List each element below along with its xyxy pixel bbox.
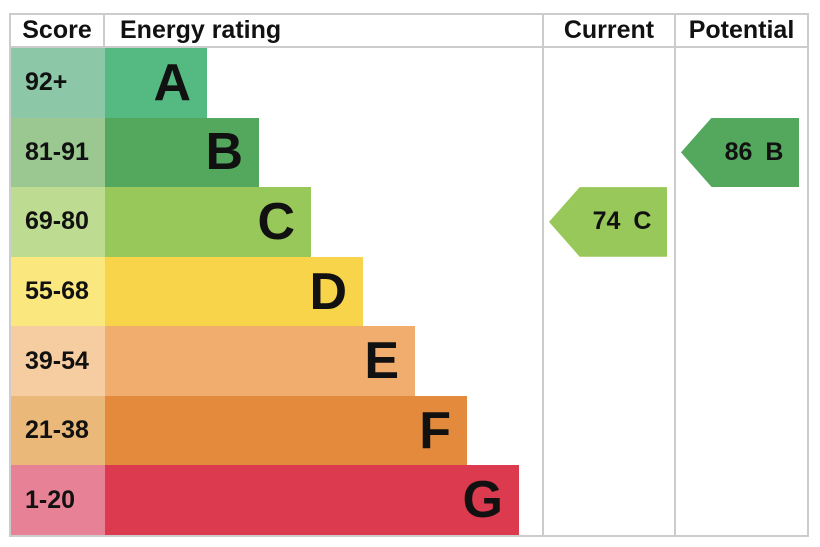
bands-area: 92+ A 81-91 B 69-80 C 55-68 D 39-54 E 21… bbox=[11, 48, 542, 536]
header-current: Current bbox=[542, 15, 674, 46]
chart-body: 92+ A 81-91 B 69-80 C 55-68 D 39-54 E 21… bbox=[11, 48, 807, 536]
rating-bar: A bbox=[105, 48, 207, 118]
score-range-cell: 39-54 bbox=[11, 326, 105, 396]
current-rating-value: 74 bbox=[592, 207, 621, 236]
header-current-label: Current bbox=[563, 16, 655, 44]
header-score-label: Score bbox=[22, 16, 92, 44]
rating-bar: F bbox=[105, 395, 467, 466]
rating-bar: B bbox=[105, 117, 259, 188]
rating-bar: D bbox=[105, 256, 363, 327]
band-row: 92+ A bbox=[11, 48, 542, 118]
score-range-cell: 69-80 bbox=[11, 187, 105, 257]
rating-letter: B bbox=[205, 123, 243, 182]
band-row: 1-20 G bbox=[11, 465, 542, 536]
current-rating-letter: C bbox=[633, 207, 652, 236]
band-row: 69-80 C bbox=[11, 187, 542, 257]
header-row: Score Energy rating Current Potential bbox=[11, 15, 807, 48]
rating-letter: D bbox=[309, 262, 347, 321]
rating-letter: G bbox=[462, 471, 503, 530]
header-potential: Potential bbox=[674, 15, 807, 46]
current-column: 74 C bbox=[542, 48, 674, 535]
potential-rating-value: 86 bbox=[724, 137, 753, 166]
header-potential-label: Potential bbox=[688, 16, 795, 44]
epc-table: Score Energy rating Current Potential 92… bbox=[9, 13, 809, 537]
band-row: 39-54 E bbox=[11, 326, 542, 396]
potential-rating-letter: B bbox=[765, 137, 784, 166]
rating-letter: F bbox=[419, 401, 451, 460]
rating-bar: C bbox=[105, 187, 311, 257]
score-range-cell: 21-38 bbox=[11, 395, 105, 466]
potential-column: 86 B bbox=[674, 48, 807, 535]
score-range-cell: 81-91 bbox=[11, 117, 105, 188]
score-range-cell: 55-68 bbox=[11, 256, 105, 327]
band-row: 21-38 F bbox=[11, 395, 542, 466]
score-range-cell: 1-20 bbox=[11, 465, 105, 536]
rating-letter: A bbox=[153, 53, 191, 112]
rating-bar: E bbox=[105, 326, 415, 396]
header-energy-rating-label: Energy rating bbox=[120, 16, 282, 44]
rating-bar: G bbox=[105, 465, 519, 536]
score-range-cell: 92+ bbox=[11, 48, 105, 118]
header-energy-rating: Energy rating bbox=[105, 15, 542, 46]
band-row: 55-68 D bbox=[11, 256, 542, 327]
current-rating-arrow: 74 C bbox=[549, 187, 667, 257]
rating-letter: C bbox=[257, 192, 295, 251]
header-score: Score bbox=[11, 15, 105, 46]
rating-letter: E bbox=[364, 332, 399, 391]
band-row: 81-91 B bbox=[11, 117, 542, 188]
potential-rating-arrow: 86 B bbox=[681, 117, 799, 188]
